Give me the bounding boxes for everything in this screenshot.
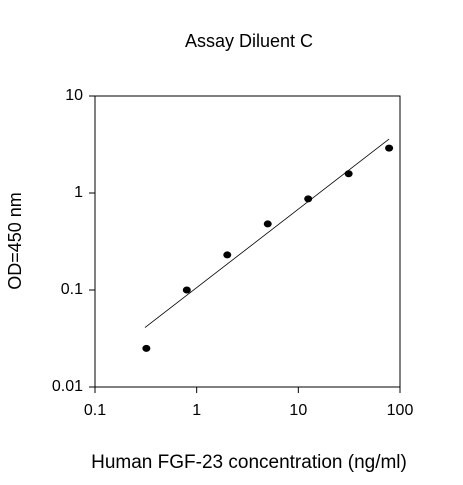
- y-tick-label: 0.01: [52, 378, 83, 395]
- data-point: [304, 195, 313, 203]
- data-point: [223, 251, 232, 259]
- x-tick-label: 1: [192, 402, 201, 419]
- data-point: [385, 144, 394, 152]
- x-tick-label: 0.1: [84, 402, 106, 419]
- plot-frame: [94, 95, 401, 388]
- data-point: [182, 286, 191, 294]
- y-tick-label: 10: [65, 87, 83, 104]
- y-tick-label: 1: [74, 184, 83, 201]
- y-axis-label: OD=450 nm: [5, 192, 25, 290]
- y-tick-label: 0.1: [61, 281, 83, 298]
- data-point: [142, 344, 151, 352]
- data-point: [263, 220, 272, 228]
- data-point: [344, 170, 353, 178]
- chart-title: Assay Diluent C: [185, 31, 313, 51]
- fit-line: [144, 138, 390, 328]
- x-axis-label: Human FGF-23 concentration (ng/ml): [91, 452, 407, 473]
- x-tick-label: 10: [289, 402, 307, 419]
- x-tick-label: 100: [387, 402, 414, 419]
